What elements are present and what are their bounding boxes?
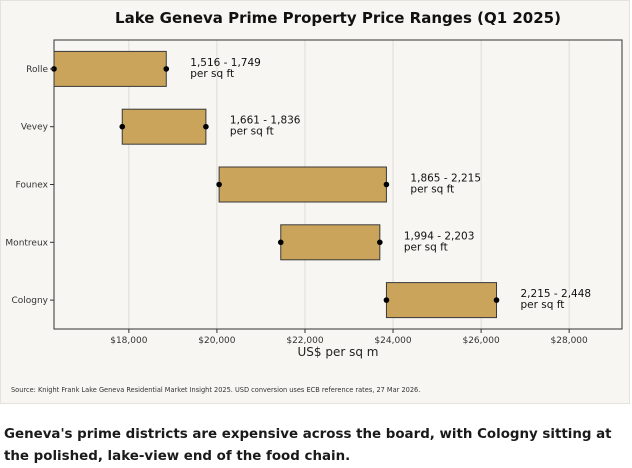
- range-unit-label: per sq ft: [190, 68, 234, 80]
- range-value-label: 2,215 - 2,448: [521, 288, 592, 300]
- range-chart: Lake Geneva Prime Property Price Ranges …: [5, 9, 623, 394]
- x-tick-label: $28,000: [551, 336, 588, 346]
- range-unit-label: per sq ft: [410, 184, 454, 196]
- range-low-marker: [216, 181, 222, 188]
- range-bar: [121, 108, 207, 145]
- x-tick-label: $18,000: [110, 336, 147, 346]
- x-tick-label: $26,000: [462, 336, 499, 346]
- range-low-marker: [277, 239, 284, 246]
- chart-title: Lake Geneva Prime Property Price Ranges …: [115, 9, 561, 27]
- range-low-marker: [383, 297, 390, 303]
- range-low-marker: [119, 123, 126, 130]
- y-tick-label: Rolle: [26, 65, 48, 75]
- range-unit-label: per sq ft: [404, 241, 448, 253]
- range-value-label: 1,994 - 2,203: [404, 230, 475, 242]
- chart-caption: Geneva's prime districts are expensive a…: [4, 427, 612, 464]
- range-high-marker: [203, 123, 209, 130]
- x-tick-label: $24,000: [374, 336, 411, 346]
- y-axis-ticks: Rolle Vevey Founex Montreux Cologny: [5, 65, 54, 306]
- range-high-marker: [383, 181, 390, 188]
- source-note: Source: Knight Frank Lake Geneva Residen…: [11, 386, 420, 394]
- range-bar: [280, 224, 381, 261]
- grid-lines: [128, 40, 570, 329]
- x-axis-ticks: $18,000 $20,000 $22,000 $24,000 $26,000 $28,0…: [110, 329, 588, 346]
- y-tick-label: Vevey: [21, 123, 49, 133]
- range-value-label: 1,865 - 2,215: [410, 173, 481, 185]
- range-unit-label: per sq ft: [230, 126, 274, 138]
- x-axis-label: US$ per sq m: [298, 345, 379, 359]
- range-high-marker: [493, 297, 500, 303]
- y-tick-label: Founex: [16, 181, 49, 191]
- range-unit-label: per sq ft: [521, 299, 565, 311]
- range-bar: [218, 166, 387, 203]
- range-bar: [53, 50, 167, 87]
- range-high-marker: [163, 66, 170, 72]
- range-high-marker: [377, 239, 383, 246]
- range-value-label: 1,661 - 1,836: [230, 115, 301, 127]
- x-tick-label: $22,000: [286, 336, 323, 346]
- y-tick-label: Montreux: [5, 238, 48, 248]
- x-tick-label: $20,000: [198, 336, 235, 346]
- range-value-label: 1,516 - 1,749: [190, 57, 261, 69]
- y-tick-label: Cologny: [11, 296, 48, 306]
- range-bar: [385, 282, 498, 319]
